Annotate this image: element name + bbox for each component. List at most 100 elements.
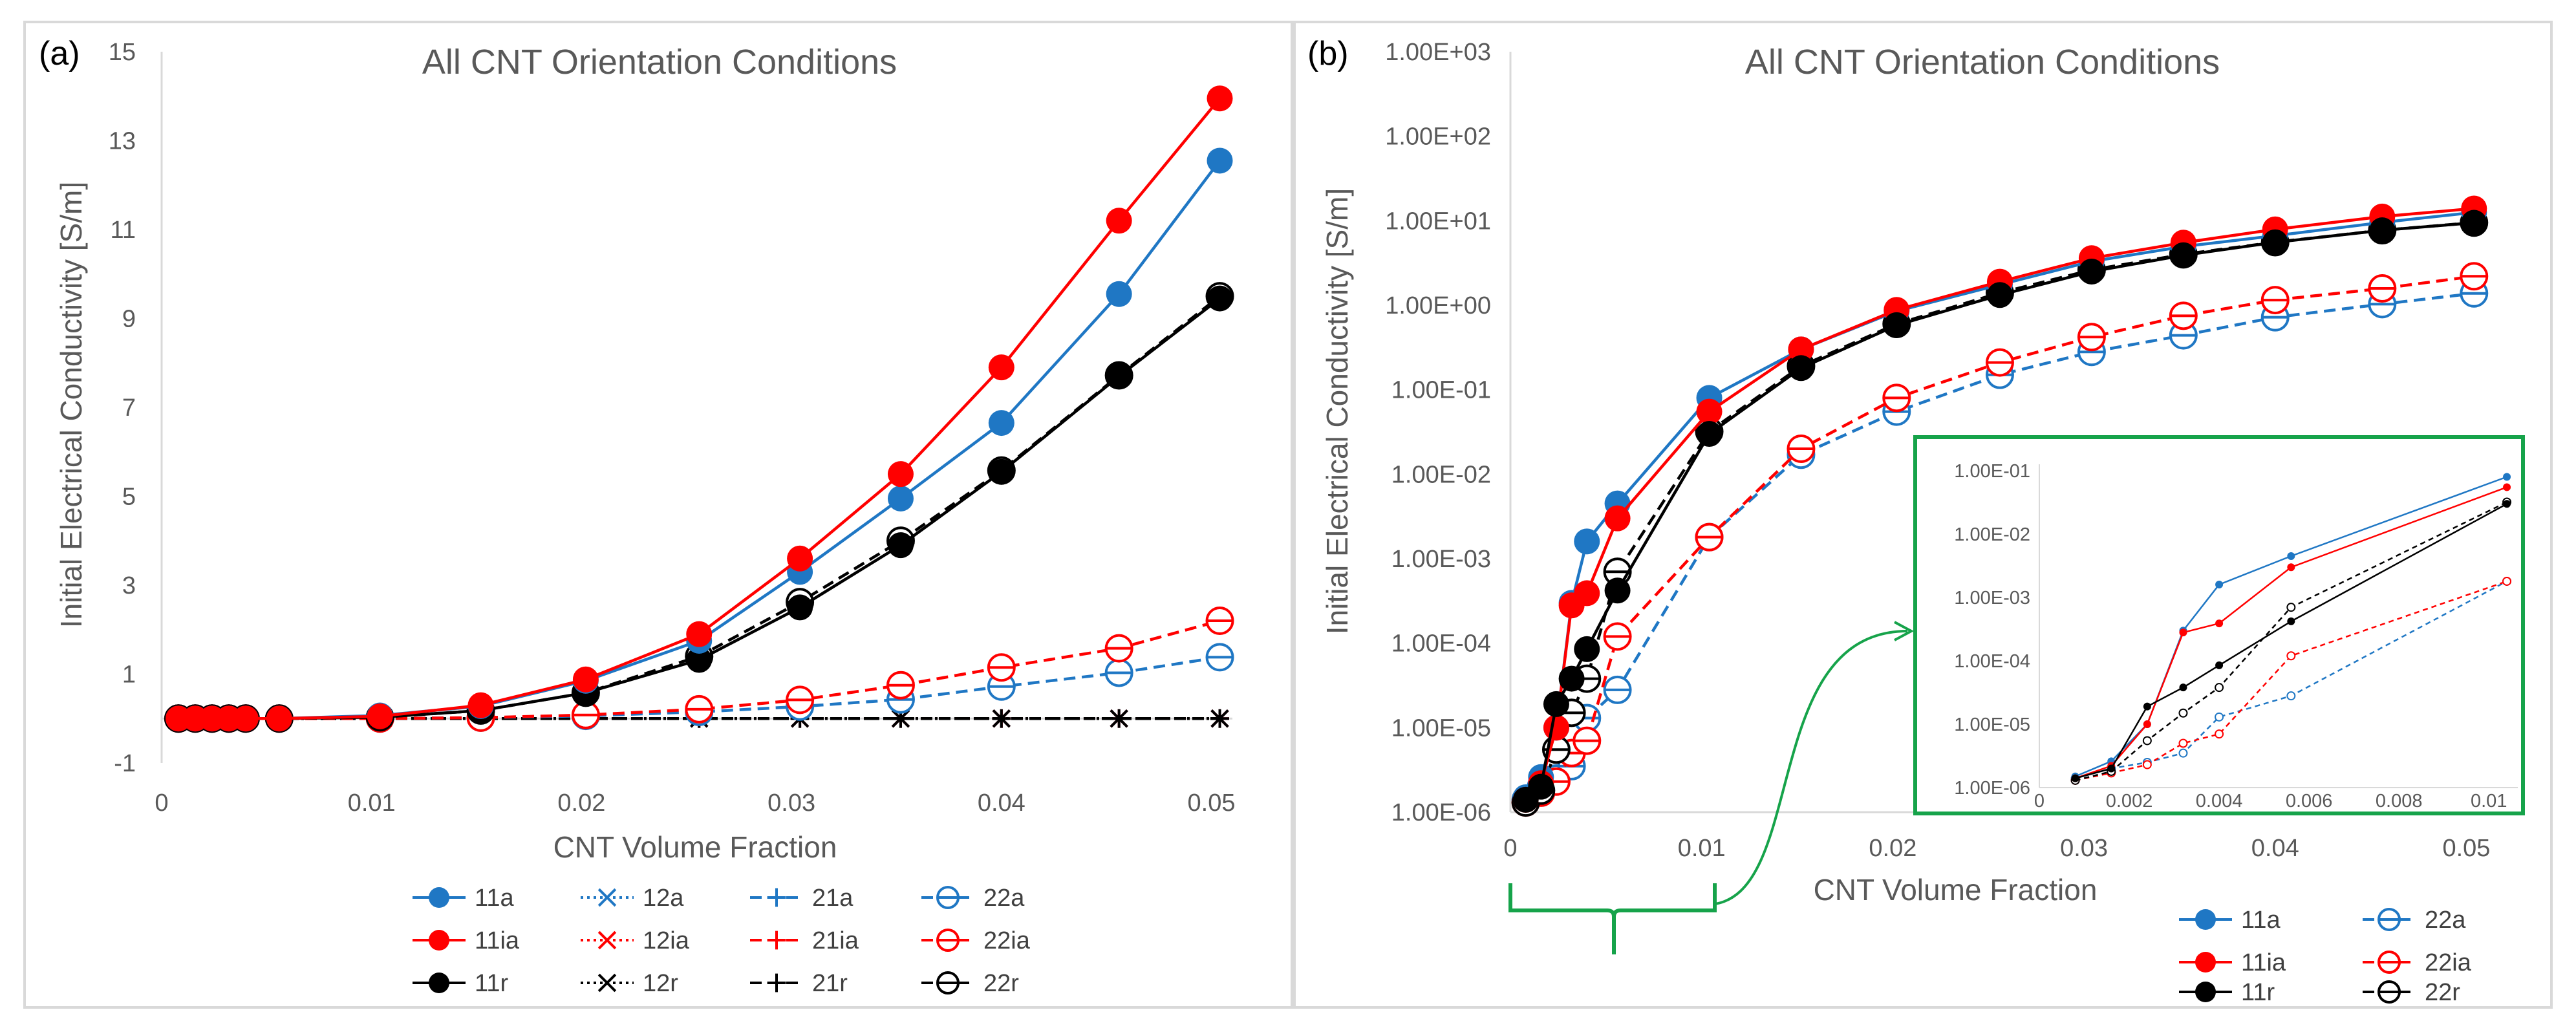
a-point-22ia-8 xyxy=(571,700,600,729)
inset-y-tick-label: 1.00E-02 xyxy=(1954,524,2030,545)
inset-x-tick-label: 0.006 xyxy=(2286,791,2333,812)
legend-entry-11a: 11a xyxy=(2179,907,2281,934)
legend-label-21r: 21r xyxy=(812,970,848,997)
b-point-11ia-5 xyxy=(1604,505,1631,532)
b-point-22ia-14 xyxy=(2460,262,2489,291)
inset-point-11a-6 xyxy=(2503,473,2511,481)
panel-label: (a) xyxy=(39,35,80,72)
legend-marker-21ia xyxy=(767,930,786,950)
y-tick-label: 1.00E-04 xyxy=(1391,630,1491,658)
legend-label-11a: 11a xyxy=(2241,907,2281,934)
zoom-arrow xyxy=(1714,630,1908,905)
legend-label-11ia: 11ia xyxy=(2241,949,2286,976)
y-axis-title: Initial Electrical Conductivity [S/m] xyxy=(1320,188,1354,634)
b-point-22ia-11 xyxy=(2169,301,2198,330)
x-tick-label: 0.02 xyxy=(557,790,605,817)
y-tick-label: 1.00E+03 xyxy=(1385,39,1491,66)
a-point-22ia-11 xyxy=(886,671,915,700)
inset-point-22r-3 xyxy=(2178,708,2188,718)
b-point-11r-7 xyxy=(1788,355,1814,382)
legend-label-22r: 22r xyxy=(2425,979,2460,1006)
y-tick-label: 1 xyxy=(122,661,136,689)
x-tick-label: 0.03 xyxy=(2060,835,2108,862)
a-point-11r-9 xyxy=(686,647,713,673)
b-point-11r-10 xyxy=(2078,259,2105,285)
b-point-11r-1 xyxy=(1528,773,1554,800)
a-point-22a-13 xyxy=(1104,658,1133,687)
legend-marker-11a xyxy=(429,887,449,908)
b-point-22ia-9 xyxy=(1985,348,2014,377)
inset-y-tick-label: 1.00E-06 xyxy=(1954,778,2030,799)
legend-entry-12a: 12a xyxy=(581,885,684,912)
inset-point-22a-3 xyxy=(2178,748,2188,758)
inset-y-tick-label: 1.00E-01 xyxy=(1954,461,2030,482)
b-point-11ia-7 xyxy=(1788,336,1814,363)
x-tick-label: 0.01 xyxy=(348,790,396,817)
legend-marker-22r xyxy=(936,971,960,994)
inset-point-22a-5 xyxy=(2286,691,2296,701)
plot-area xyxy=(1511,195,2489,817)
a-point-22ia-9 xyxy=(685,694,714,724)
y-tick-label: 1.00E+02 xyxy=(1385,124,1491,151)
b-point-22ia-4 xyxy=(1572,726,1602,755)
x-tick-label: 0.04 xyxy=(2251,835,2299,862)
legend-marker-11r xyxy=(2195,982,2216,1002)
inset-x-tick-label: 0.004 xyxy=(2196,791,2243,812)
b-point-11r-14 xyxy=(2461,210,2487,236)
a-point-11r-10 xyxy=(787,594,813,621)
b-point-11a-4 xyxy=(1574,528,1600,555)
legend-label-12a: 12a xyxy=(643,885,684,912)
inset-point-11r-5 xyxy=(2287,617,2295,625)
legend-label-11a: 11a xyxy=(475,885,514,912)
inset-point-11ia-6 xyxy=(2503,483,2511,491)
x-axis-title: CNT Volume Fraction xyxy=(553,830,837,864)
inset-y-tick-label: 1.00E-04 xyxy=(1954,651,2030,672)
legend-entry-21ia: 21ia xyxy=(750,927,859,954)
y-tick-label: 11 xyxy=(111,217,136,244)
legend-marker-11ia xyxy=(2195,952,2216,973)
x-tick-label: 0.02 xyxy=(1869,835,1916,862)
y-tick-label: 1.00E-05 xyxy=(1391,715,1491,742)
legend-marker-22a xyxy=(2377,908,2401,931)
y-tick-label: 3 xyxy=(122,572,136,599)
b-point-22ia-5 xyxy=(1603,622,1632,651)
legend-marker-11ia xyxy=(429,930,449,951)
a-point-21r-13 xyxy=(1110,709,1129,728)
b-point-22ia-7 xyxy=(1787,434,1816,463)
b-point-11r-8 xyxy=(1884,312,1910,338)
inset-point-22ia-3 xyxy=(2178,738,2188,748)
b-point-11r-13 xyxy=(2369,217,2396,244)
legend-label-11ia: 11ia xyxy=(475,927,520,954)
x-tick-label: 0.04 xyxy=(978,790,1025,817)
a-point-11r-14 xyxy=(1207,285,1233,312)
legend-label-22ia: 22ia xyxy=(2425,949,2472,976)
legend-entry-22a: 22a xyxy=(921,885,1025,912)
inset-point-22r-5 xyxy=(2286,603,2296,612)
y-axis-title: Initial Electrical Conductivity [S/m] xyxy=(54,182,88,628)
chart-title: All CNT Orientation Conditions xyxy=(422,43,897,81)
inset-plot-area xyxy=(2070,473,2512,785)
legend-entry-11ia: 11ia xyxy=(2179,949,2286,976)
legend-entry-21a: 21a xyxy=(750,885,853,912)
a-point-11ia-5 xyxy=(266,705,292,732)
b-point-22ia-8 xyxy=(1882,383,1911,413)
legend-entry-11r: 11r xyxy=(2179,979,2275,1006)
legend-entry-11ia: 11ia xyxy=(413,927,520,954)
b-point-11r-6 xyxy=(1696,420,1723,447)
a-point-11ia-4 xyxy=(232,705,259,732)
a-point-11ia-6 xyxy=(367,703,393,729)
inset-point-11r-4 xyxy=(2215,661,2224,669)
chart-b: 1.00E-06 1.00E-05 1.00E-04 1.00E-03 1.00E-02… xyxy=(1307,35,2525,1006)
legend-marker-12a xyxy=(597,888,617,907)
b-point-22ia-13 xyxy=(2368,274,2397,303)
plot-area xyxy=(164,85,1234,733)
legend-label-22r: 22r xyxy=(983,970,1019,997)
inset-point-22a-4 xyxy=(2215,712,2224,722)
inset-x-tick-label: 0.01 xyxy=(2471,791,2507,812)
legend-marker-22r xyxy=(2377,980,2401,1004)
y-tick-label: -1 xyxy=(114,750,136,777)
b-point-22ia-6 xyxy=(1695,522,1724,552)
a-point-22ia-12 xyxy=(987,653,1016,682)
inset-point-11a-4 xyxy=(2215,580,2224,588)
